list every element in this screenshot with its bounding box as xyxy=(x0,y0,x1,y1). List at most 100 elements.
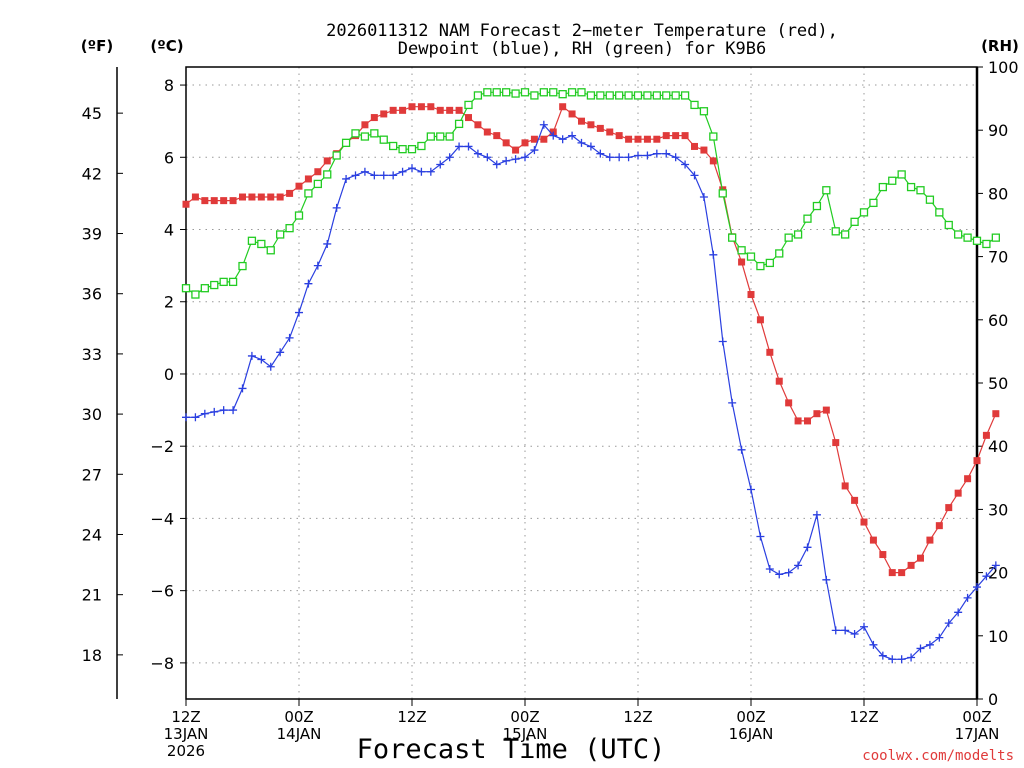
rh-tick-label: 70 xyxy=(988,248,1008,267)
temperature-point xyxy=(436,106,444,114)
dewpoint-point xyxy=(530,146,539,155)
temperature-point xyxy=(606,128,614,136)
celsius-tick-label: −4 xyxy=(150,509,174,528)
temperature-point xyxy=(935,522,943,530)
fahrenheit-tick-label: 24 xyxy=(82,525,102,544)
rh-point xyxy=(596,91,605,100)
fahrenheit-tick-label: 21 xyxy=(82,586,102,605)
rh-point xyxy=(718,189,727,198)
rh-point xyxy=(360,132,370,141)
temperature-point xyxy=(502,139,510,147)
rh-point xyxy=(690,100,699,110)
dewpoint-point xyxy=(511,155,520,164)
rh-point xyxy=(219,277,228,287)
rh-point xyxy=(511,89,520,98)
dewpoint-point xyxy=(436,160,445,169)
temperature-point xyxy=(804,417,811,425)
temperature-point xyxy=(992,410,1000,418)
x-tick-label: 12Z xyxy=(623,708,652,726)
dewpoint-point xyxy=(728,398,737,407)
dewpoint-point xyxy=(747,485,755,494)
rh-point xyxy=(483,88,492,97)
rh-point xyxy=(417,141,426,151)
rh-point xyxy=(746,252,756,261)
rh-point xyxy=(812,201,822,211)
fahrenheit-tick-label: 33 xyxy=(82,345,102,364)
temperature-point xyxy=(182,200,190,208)
dewpoint-point xyxy=(351,171,360,180)
temperature-point xyxy=(521,139,529,147)
temperature-point xyxy=(248,193,256,201)
rh-point xyxy=(982,239,991,249)
rh-tick-label: 50 xyxy=(988,374,1008,393)
rh-point xyxy=(859,208,869,217)
dewpoint-point xyxy=(229,406,238,415)
x-tick-label: 2026 xyxy=(167,742,205,760)
temperature-point xyxy=(559,103,567,111)
rh-point xyxy=(492,88,501,97)
dewpoint-point xyxy=(408,164,416,173)
temperature-point xyxy=(982,431,990,439)
temperature-point xyxy=(851,496,859,504)
temperature-point xyxy=(568,110,576,118)
temperature-point xyxy=(662,132,670,140)
dewpoint-point xyxy=(313,261,322,270)
temperature-point xyxy=(408,103,416,111)
rh-point xyxy=(181,284,191,293)
rh-point xyxy=(615,91,624,100)
rh-point xyxy=(191,290,200,299)
rh-point xyxy=(944,220,953,230)
rh-point xyxy=(906,182,916,192)
rh-point xyxy=(680,91,690,100)
temperature-point xyxy=(634,135,642,143)
dewpoint-point xyxy=(200,409,209,418)
celsius-tick-label: −8 xyxy=(150,654,174,673)
temperature-point xyxy=(964,475,972,483)
dewpoint-point xyxy=(483,153,492,162)
x-tick-label: 16JAN xyxy=(729,725,774,743)
dewpoint-point xyxy=(219,406,228,415)
rh-tick-label: 10 xyxy=(988,627,1008,646)
rh-point xyxy=(200,284,209,293)
rh-point xyxy=(276,230,285,239)
dewpoint-point xyxy=(332,203,341,212)
temperature-point xyxy=(361,121,369,129)
rh-point xyxy=(332,151,341,160)
rh-point xyxy=(699,107,709,116)
rh-point xyxy=(464,100,473,110)
dewpoint-point xyxy=(360,167,369,176)
dewpoint-point xyxy=(699,193,708,202)
rh-point xyxy=(803,214,812,223)
temperature-point xyxy=(653,135,661,143)
rh-tick-label: 90 xyxy=(988,121,1008,140)
rh-point xyxy=(313,179,322,189)
temperature-point xyxy=(512,146,520,154)
rh-tick-label: 30 xyxy=(988,500,1008,519)
rh-tick-label: 0 xyxy=(988,690,998,709)
rh-point xyxy=(407,145,417,154)
rh-point xyxy=(266,246,275,255)
x-tick-label: 00Z xyxy=(736,708,765,726)
rh-point xyxy=(586,91,596,100)
temperature-point xyxy=(747,291,755,299)
rh-point xyxy=(765,258,774,268)
dewpoint-point xyxy=(888,655,897,664)
dewpoint-point xyxy=(182,413,190,422)
dewpoint-point xyxy=(492,160,501,169)
rh-point xyxy=(285,224,294,233)
temperature-point xyxy=(530,135,538,143)
dewpoint-point xyxy=(624,153,633,162)
rh-tick-label: 100 xyxy=(988,58,1019,77)
temperature-point xyxy=(898,569,906,577)
credit-text: coolwx.com/modelts xyxy=(862,748,1014,764)
rh-point xyxy=(954,230,963,239)
rh-tick-label: 20 xyxy=(988,564,1008,583)
rh-point xyxy=(530,91,539,100)
celsius-tick-label: −2 xyxy=(150,437,174,456)
dewpoint-point xyxy=(944,619,953,628)
temperature-point xyxy=(681,132,689,140)
celsius-tick-label: 2 xyxy=(164,293,174,312)
dewpoint-point xyxy=(247,351,256,360)
dewpoint-point xyxy=(323,239,332,248)
dewpoint-point xyxy=(342,174,351,183)
